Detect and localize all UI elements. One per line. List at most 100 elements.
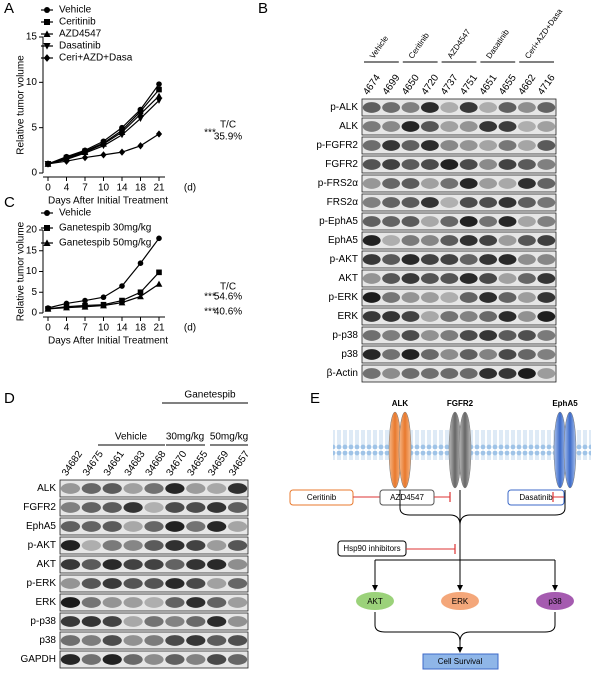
y-tick-label: 20 — [26, 225, 38, 236]
y-tick-label: 0 — [31, 168, 37, 179]
blot-band — [144, 578, 164, 589]
data-point — [44, 305, 52, 312]
blot-band — [537, 330, 556, 341]
data-point — [81, 153, 89, 162]
protein-label: EphA5 — [26, 521, 56, 532]
blot-band — [440, 140, 459, 151]
blot-band — [517, 311, 536, 322]
x-tick-label: 21 — [153, 323, 165, 334]
legend-marker — [43, 239, 51, 246]
blot-band — [498, 273, 517, 284]
blot-band — [123, 597, 143, 608]
blot-band — [362, 197, 381, 208]
panel-label: C — [4, 194, 15, 211]
outcome-box — [422, 653, 499, 670]
blot-band — [517, 178, 536, 189]
blot-band — [401, 311, 420, 322]
protein-label: p-ERK — [329, 292, 359, 303]
blot-band — [362, 102, 381, 113]
blot-band — [401, 273, 420, 284]
sample-label: 4720 — [420, 72, 442, 97]
blot-band — [81, 559, 101, 570]
blot-band — [420, 254, 439, 265]
x-tick-label: 10 — [98, 183, 110, 194]
blot-band — [123, 616, 143, 627]
blot-band — [498, 197, 517, 208]
blot-band — [440, 254, 459, 265]
blot-band — [537, 254, 556, 265]
blot-band — [123, 635, 143, 646]
protein-label: p-ERK — [27, 578, 57, 589]
blot-band — [186, 483, 206, 494]
blot-band — [420, 235, 439, 246]
blot-band — [537, 235, 556, 246]
blot-band — [102, 521, 122, 532]
blot-band — [440, 159, 459, 170]
blot-band — [420, 178, 439, 189]
blot-band — [537, 178, 556, 189]
blot-band — [81, 654, 101, 665]
blot-band — [382, 349, 401, 360]
blot-band — [144, 654, 164, 665]
x-tick-label: 14 — [116, 323, 128, 334]
blot-band — [144, 540, 164, 551]
sample-label: 4674 — [361, 72, 383, 97]
blot-band — [81, 483, 101, 494]
blot-band — [401, 254, 420, 265]
legend-marker — [44, 210, 50, 216]
blot-band — [227, 578, 248, 589]
protein-label: p-p38 — [332, 330, 358, 341]
blot-band — [459, 102, 478, 113]
blot-band — [479, 273, 498, 284]
blot-band — [517, 159, 536, 170]
blot-band — [440, 311, 459, 322]
data-point — [137, 260, 144, 267]
blot-band — [207, 654, 227, 665]
sample-label: 34661 — [102, 449, 127, 478]
data-point — [156, 235, 162, 242]
blot-band — [186, 578, 206, 589]
blot-band — [440, 273, 459, 284]
x-tick-label: 0 — [45, 183, 51, 194]
annotation: *** — [204, 292, 216, 303]
blot-band — [144, 483, 164, 494]
receptor-label: ALK — [392, 399, 409, 408]
blot-band — [537, 159, 556, 170]
blot-band — [207, 578, 227, 589]
data-point — [63, 157, 70, 165]
blot-band — [420, 159, 439, 170]
blot-band — [123, 654, 143, 665]
effector-label: p38 — [548, 597, 562, 606]
outcome-label: Cell Survival — [438, 657, 483, 666]
x-tick-label: 14 — [116, 183, 128, 194]
blot-band — [498, 216, 517, 227]
blot-band — [227, 521, 248, 532]
sample-label: 4716 — [536, 72, 558, 97]
inhibitor-label: Ceritinib — [307, 493, 337, 502]
protein-label: FRS2α — [327, 197, 359, 208]
x-tick-label: 10 — [98, 323, 110, 334]
blot-band — [207, 521, 227, 532]
legend-marker — [43, 54, 51, 62]
data-point — [63, 304, 70, 311]
blot-band — [186, 654, 206, 665]
blot-band — [479, 178, 498, 189]
blot-band — [207, 559, 227, 570]
blot-band — [382, 273, 401, 284]
blot-band — [382, 292, 401, 303]
protein-label: p38 — [341, 349, 358, 360]
blot-band — [382, 102, 401, 113]
sample-label: 4662 — [517, 72, 539, 97]
inhibitor-label: AZD4547 — [390, 493, 424, 502]
blot-band — [382, 330, 401, 341]
blot-band — [401, 349, 420, 360]
blot-band — [440, 121, 459, 132]
legend-marker — [44, 19, 50, 25]
blot-band — [382, 216, 401, 227]
blot-band — [401, 159, 420, 170]
blot-band — [382, 368, 401, 379]
blot-band — [479, 121, 498, 132]
blot-band — [537, 292, 556, 303]
protein-label: GAPDH — [20, 654, 56, 665]
blot-band — [498, 254, 517, 265]
